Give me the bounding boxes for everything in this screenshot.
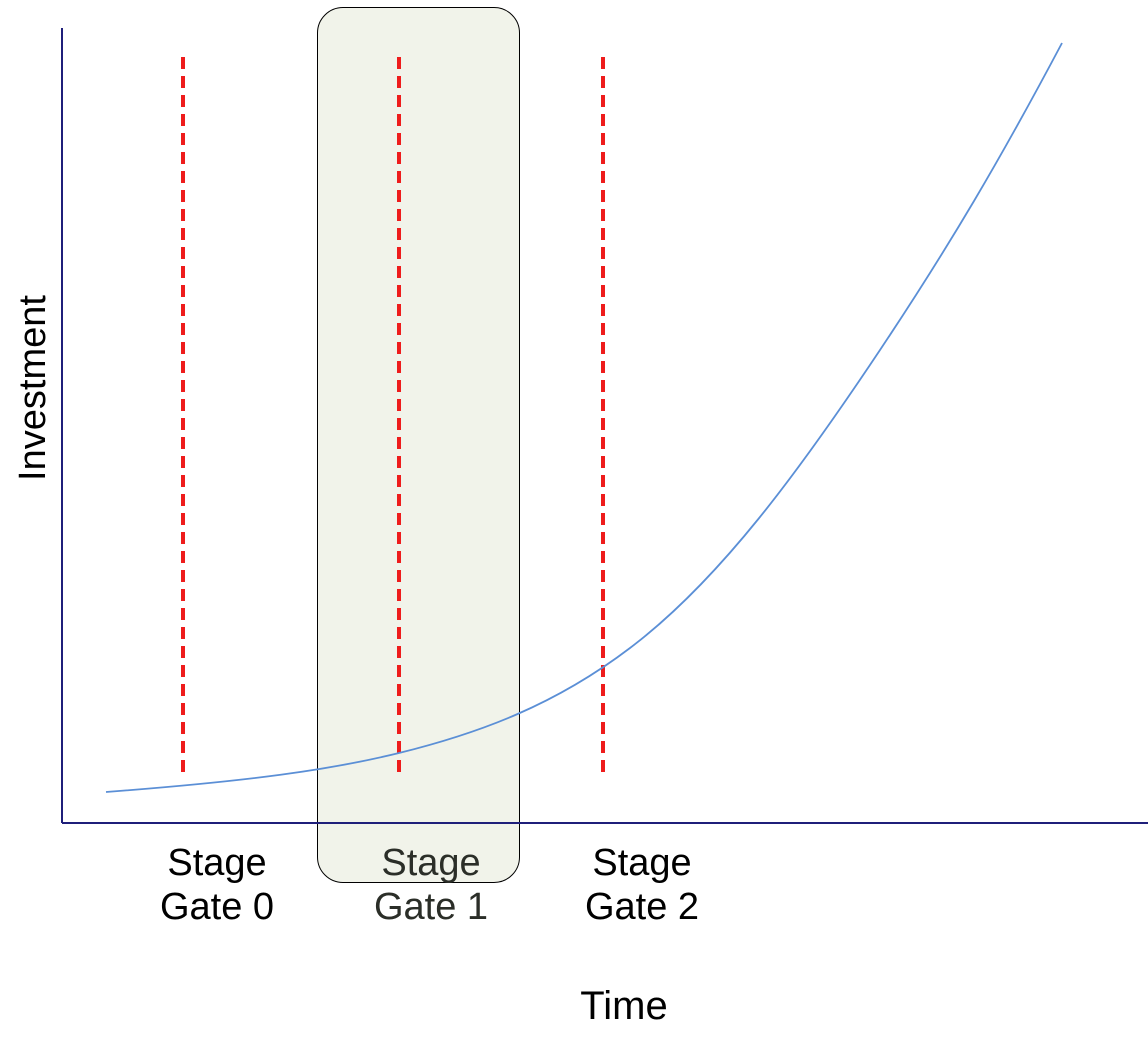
gate-1-label-line2: Gate 1 xyxy=(331,885,531,929)
x-axis-label: Time xyxy=(524,982,724,1030)
y-axis-label: Investment xyxy=(11,295,55,481)
gate-0-label-line2: Gate 0 xyxy=(117,885,317,929)
gate-2-label: Stage Gate 2 xyxy=(542,841,742,929)
gate-1-label-line1: Stage xyxy=(331,841,531,885)
gate-1-label: Stage Gate 1 xyxy=(331,841,531,929)
investment-growth-curve xyxy=(106,43,1062,792)
gate-0-label: Stage Gate 0 xyxy=(117,841,317,929)
gate-0-label-line1: Stage xyxy=(117,841,317,885)
gate-2-label-line1: Stage xyxy=(542,841,742,885)
gate-2-label-line2: Gate 2 xyxy=(542,885,742,929)
